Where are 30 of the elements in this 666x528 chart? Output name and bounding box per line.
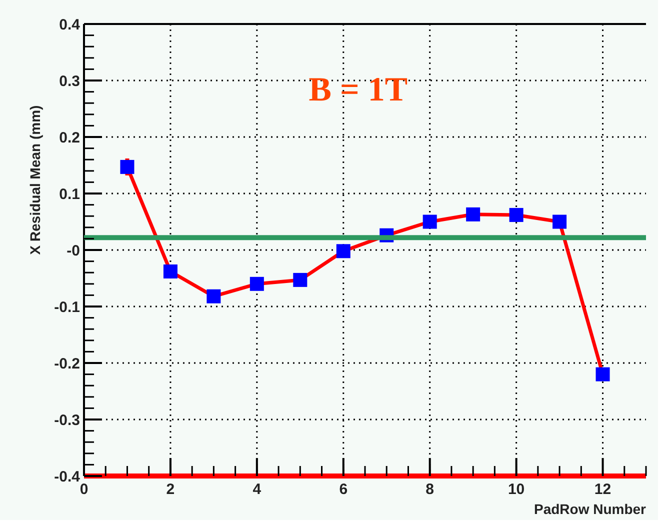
x-tick-label: 4 [252, 481, 262, 498]
x-tick-label: 2 [166, 481, 175, 498]
x-axis-title: PadRow Number [534, 501, 647, 517]
point [250, 276, 264, 291]
x-tick-label: 0 [80, 481, 88, 498]
y-tick-label: -0.2 [54, 355, 80, 372]
y-tick-label: -0.3 [54, 412, 80, 429]
y-tick-label: 0.3 [59, 72, 80, 90]
x-tick-label: 6 [339, 481, 348, 498]
point [509, 208, 524, 222]
x-tick-label: 12 [594, 481, 612, 498]
point [293, 272, 308, 287]
annotation: B = 1T [308, 71, 408, 108]
y-axis-title: X Residual Mean (mm) [27, 105, 43, 255]
point [596, 367, 610, 382]
y-tick-label: 0.2 [59, 129, 80, 146]
x-tick-label: 8 [426, 481, 434, 498]
y-tick-label: 0.1 [59, 186, 80, 203]
x-tick-label: 10 [508, 481, 525, 498]
point [206, 289, 221, 304]
y-tick-label: 0.4 [59, 16, 81, 34]
y-tick-label: -0.4 [54, 468, 81, 486]
y-tick-label: -0.1 [54, 298, 80, 316]
point [422, 214, 437, 229]
point [552, 214, 567, 229]
point [120, 160, 134, 174]
y-tick-label: -0 [66, 242, 80, 260]
point [466, 207, 480, 222]
point [163, 264, 178, 278]
point [336, 244, 350, 258]
